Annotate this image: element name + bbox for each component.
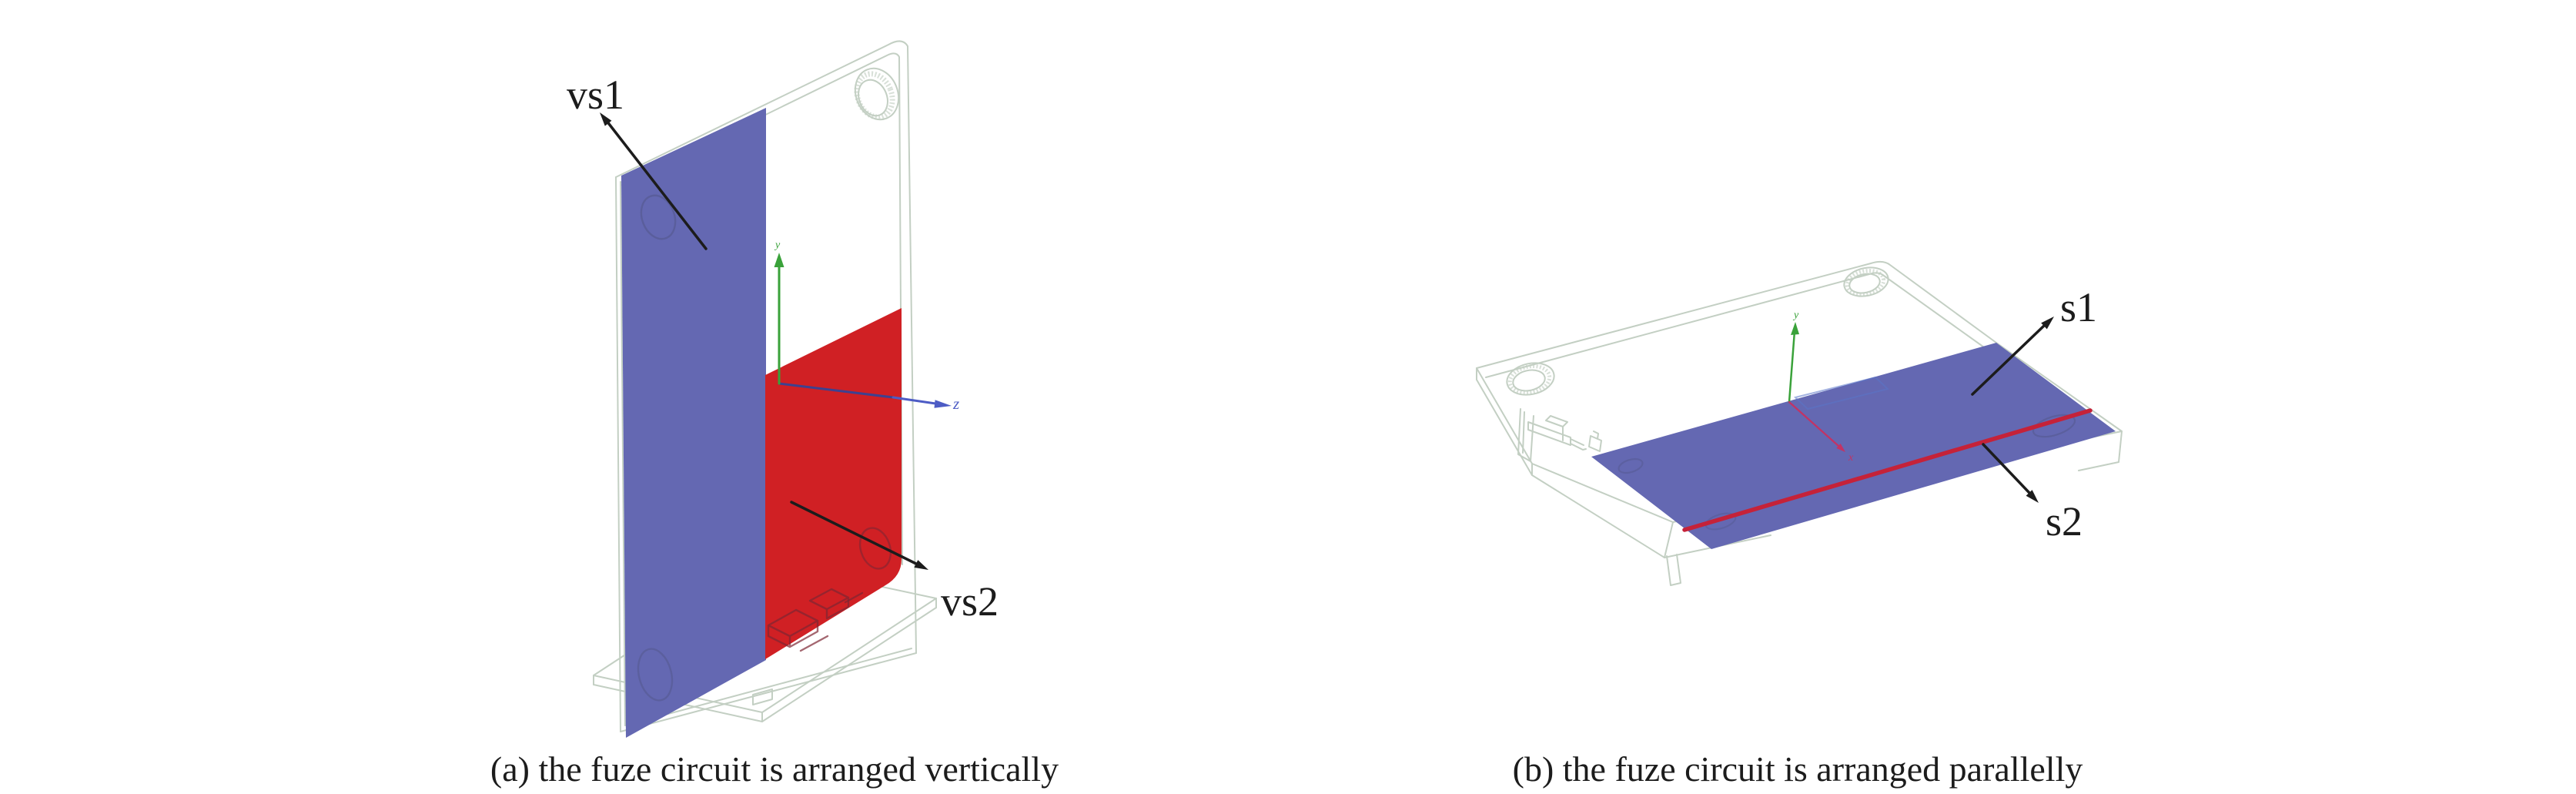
panel-a: z y vs1 vs2 (a) the fuze circuit is arra…: [490, 40, 1059, 789]
hidden-hole-bottom: [637, 648, 674, 702]
y-axis-label: y: [1792, 310, 1799, 321]
panel-b-component-outline: [1793, 376, 1890, 410]
y-axis-line: [1788, 330, 1796, 404]
plate-front-foot: [1666, 554, 1681, 586]
s2-leader-line: [1982, 443, 2031, 494]
hidden-component-lines: [799, 591, 864, 652]
panel-a-axes: z y: [774, 240, 959, 413]
panel-a-mounting-ring: [854, 67, 900, 121]
panel-a-board-outline: [615, 40, 917, 732]
panel-a-circuit-plane-vs1: [621, 108, 766, 738]
vs1-label: vs1: [567, 72, 624, 118]
board-bottom-edge: [620, 652, 917, 732]
y-axis-label: y: [774, 240, 781, 251]
panel-b-caption: (b) the fuze circuit is arranged paralle…: [1513, 749, 2083, 789]
board-left-edge-inner: [620, 181, 626, 726]
ring-inner: [858, 79, 888, 117]
y-axis-arrowhead-icon: [774, 253, 785, 267]
s2-label: s2: [2046, 498, 2083, 544]
vs2-leader-line: [790, 501, 919, 566]
panel-b-circuit-plane-s1: [1591, 343, 2116, 549]
ring-top-outer: [1843, 266, 1889, 297]
board-top-right-edge: [615, 40, 917, 654]
clamp-clip: [1588, 431, 1602, 452]
ring-left-inner: [1512, 369, 1546, 392]
vs2-arrowhead-icon: [914, 560, 928, 570]
plate-top-face-inner: [1485, 272, 1987, 378]
panel-a-hidden-holes-blue: [637, 194, 677, 702]
panel-a-hidden-details-red: [767, 527, 892, 652]
vs2-label: vs2: [941, 578, 999, 625]
s2-arrowhead-icon: [2026, 490, 2039, 503]
panel-b: y x s1 s2 (b) the fuze circuit is arrang…: [1476, 260, 2123, 789]
board-left-edge: [615, 176, 621, 732]
x-axis-label: x: [1848, 452, 1854, 464]
base-front-tab: [752, 688, 773, 705]
vs1-leader-line: [605, 119, 708, 250]
s1-arrowhead-icon: [2041, 317, 2054, 330]
s1-leader-line: [1971, 323, 2046, 396]
panel-a-coupling-plane-vs2: [765, 308, 902, 659]
ring-top-threads: [1845, 269, 1886, 296]
clamp-pin: [1570, 438, 1587, 451]
hidden-hole-top: [640, 194, 677, 240]
hidden-hole-red: [858, 527, 892, 570]
z-axis-line: [892, 396, 942, 406]
panel-b-s1-callout: s1: [1971, 284, 2097, 396]
hidden-component-box2: [808, 588, 850, 620]
z-axis-arrowhead-icon: [934, 400, 952, 408]
panel-b-strip-line-s2: [1682, 408, 2093, 532]
ring-left-threads: [1507, 364, 1552, 395]
ring-threads: [854, 71, 895, 120]
board-top-right-edge-inner: [621, 52, 903, 565]
hidden-component-box1: [767, 608, 819, 648]
panel-b-axes: y x: [1788, 310, 1854, 464]
hidden-slot-left: [1618, 457, 1644, 474]
panel-a-vs1-callout: vs1: [567, 72, 708, 250]
x-axis-arrowhead-icon: [1836, 444, 1845, 452]
z-axis-line-dark: [778, 382, 895, 399]
clamp-bar: [1527, 415, 1571, 446]
panel-a-vs2-callout: vs2: [790, 501, 999, 625]
plate-corner-connectors: [1476, 367, 1674, 558]
base-corner-connectors: [593, 598, 937, 722]
hidden-slot-right: [2032, 414, 2076, 438]
y-axis-arrowhead-icon: [1791, 322, 1799, 335]
x-axis-line: [1788, 400, 1840, 447]
panel-b-s2-callout: s2: [1982, 443, 2083, 544]
panel-b-mounting-rings: [1506, 266, 1889, 396]
z-axis-label: z: [952, 394, 959, 413]
panel-a-caption: (a) the fuze circuit is arranged vertica…: [490, 749, 1059, 789]
board-bottom-edge-inner: [624, 648, 912, 726]
s1-label: s1: [2060, 284, 2097, 330]
clamp-hook: [1517, 408, 1534, 462]
vs1-arrowhead-icon: [600, 112, 612, 126]
ring-top-inner: [1848, 273, 1881, 294]
